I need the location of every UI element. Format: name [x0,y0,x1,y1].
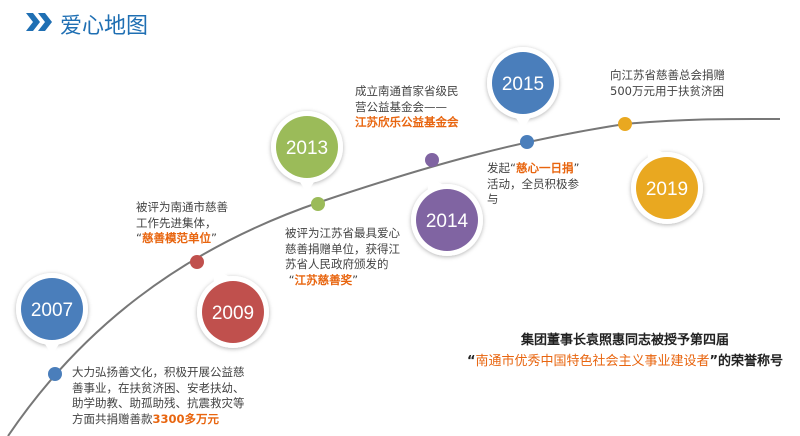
timeline-dot-2009 [190,255,204,269]
highlight-text: 3300多万元 [152,411,220,426]
bubble-tail [43,341,61,355]
event-2014-text: 成立南通首家省级民 营公益基金会—— 江苏欣乐公益基金会 [355,84,459,131]
bubble-tail [213,268,231,290]
text-line: 善事业，在扶贫济困、安老扶幼、 [72,380,245,395]
page-title: 爱心地图 [60,14,149,39]
text-line: 方面共捐赠善款3300多万元 [72,412,245,428]
event-2007-text: 大力弘扬善文化，积极开展公益慈 善事业，在扶贫济困、安老扶幼、 助学助教、助孤助… [72,365,245,427]
text-line: 发起“慈心一日捐” [487,161,580,175]
text-line: 被评为江苏省最具爱心 [285,226,400,240]
award-line: “南通市优秀中国特色社会主义事业建设者”的荣誉称号 [466,354,784,369]
bubble-fill [636,157,698,219]
text-line: 慈善捐赠单位，获得江 [285,241,400,256]
timeline-curve [7,117,781,436]
event-2009-text: 被评为南通市慈善 工作先进集体， “慈善模范单位” [136,200,228,247]
bubble-tail [514,115,532,129]
text-line: 活动，全员积极参 [487,176,579,191]
text-line: 营公益基金会—— [355,99,447,114]
event-2015-text: 发起“慈心一日捐” 活动，全员积极参 与 [487,161,579,208]
text-prefix: 方面共捐赠善款 [72,411,153,426]
text-line: “慈善模范单位” [136,231,217,245]
bubble-tail [427,176,445,198]
bubble-fill [276,116,338,178]
bubble-fill [202,281,264,343]
year-label: 2014 [426,211,469,232]
year-bubble-2019: 2019 [631,144,703,224]
year-label: 2013 [286,138,328,159]
bubble-tail [647,144,665,166]
award-line: 集团董事长袁照惠同志被授予第四届 [520,333,729,348]
timeline-dot-2015 [520,135,534,149]
text-line: 工作先进集体， [136,215,217,230]
event-2013-text: 被评为江苏省最具爱心 慈善捐赠单位，获得江 苏省人民政府颁发的 “江苏慈善奖” [285,226,400,288]
text-line: 被评为南通市慈善 [136,200,228,214]
bubble-fill [416,189,478,251]
highlight-text: 江苏慈善奖 [294,272,353,287]
double-chevron-right-icon [26,13,52,31]
bubble-fill [492,52,554,114]
year-bubble-2014: 2014 [411,176,483,256]
text-line: 与 [487,192,499,206]
year-bubble-2007: 2007 [16,273,88,355]
bubble-fill [21,278,83,340]
highlight-text: 南通市优秀中国特色社会主义事业建设者 [475,354,710,369]
bubble-tail [298,179,316,193]
text-line: “江苏慈善奖” [285,272,359,287]
year-label: 2015 [502,74,544,95]
year-label: 2007 [31,300,73,321]
text-line: 大力弘扬善文化，积极开展公益慈 [72,365,245,379]
text-line: 苏省人民政府颁发的 [285,257,389,271]
award-text: 集团董事长袁照惠同志被授予第四届 “南通市优秀中国特色社会主义事业建设者”的荣誉… [440,330,800,372]
text-line: 成立南通首家省级民 [355,84,459,98]
year-label: 2019 [646,179,688,200]
text-line: 助学助教、助孤助残、抗震救灾等 [72,396,245,410]
year-bubble-2013: 2013 [271,111,343,193]
year-bubble-2009: 2009 [197,268,269,348]
event-2019-text: 向江苏省慈善总会捐赠 500万元用于扶贫济困 [610,68,725,99]
year-bubble-2015: 2015 [487,47,559,129]
highlight-text: 慈心一日捐 [515,161,574,175]
text-prefix: 发起 [487,161,510,175]
text-line: 向江苏省慈善总会捐赠 [610,68,725,82]
award-suffix: 的荣誉称号 [718,354,784,369]
timeline-dot-2019 [618,117,632,131]
highlight-text: 江苏欣乐公益基金会 [355,115,459,129]
year-label: 2009 [212,303,254,324]
text-line: 500万元用于扶贫济困 [610,83,724,98]
timeline-dot-2007 [48,367,62,381]
timeline-dot-2013 [311,197,325,211]
timeline-dot-2014 [425,153,439,167]
highlight-text: 慈善模范单位 [141,231,211,245]
